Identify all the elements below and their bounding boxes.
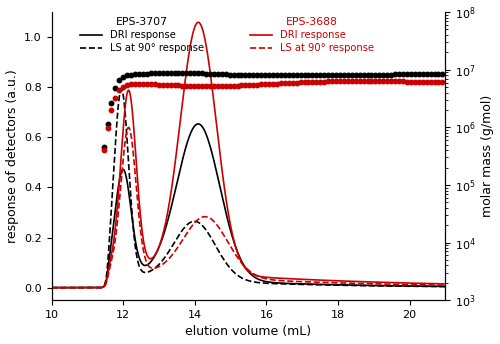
Y-axis label: response of detectors (a.u.): response of detectors (a.u.) xyxy=(6,69,18,243)
X-axis label: elution volume (mL): elution volume (mL) xyxy=(186,325,312,338)
Y-axis label: molar mass (g/mol): molar mass (g/mol) xyxy=(482,95,494,217)
Legend: DRI response, LS at 90° response: DRI response, LS at 90° response xyxy=(250,17,374,53)
